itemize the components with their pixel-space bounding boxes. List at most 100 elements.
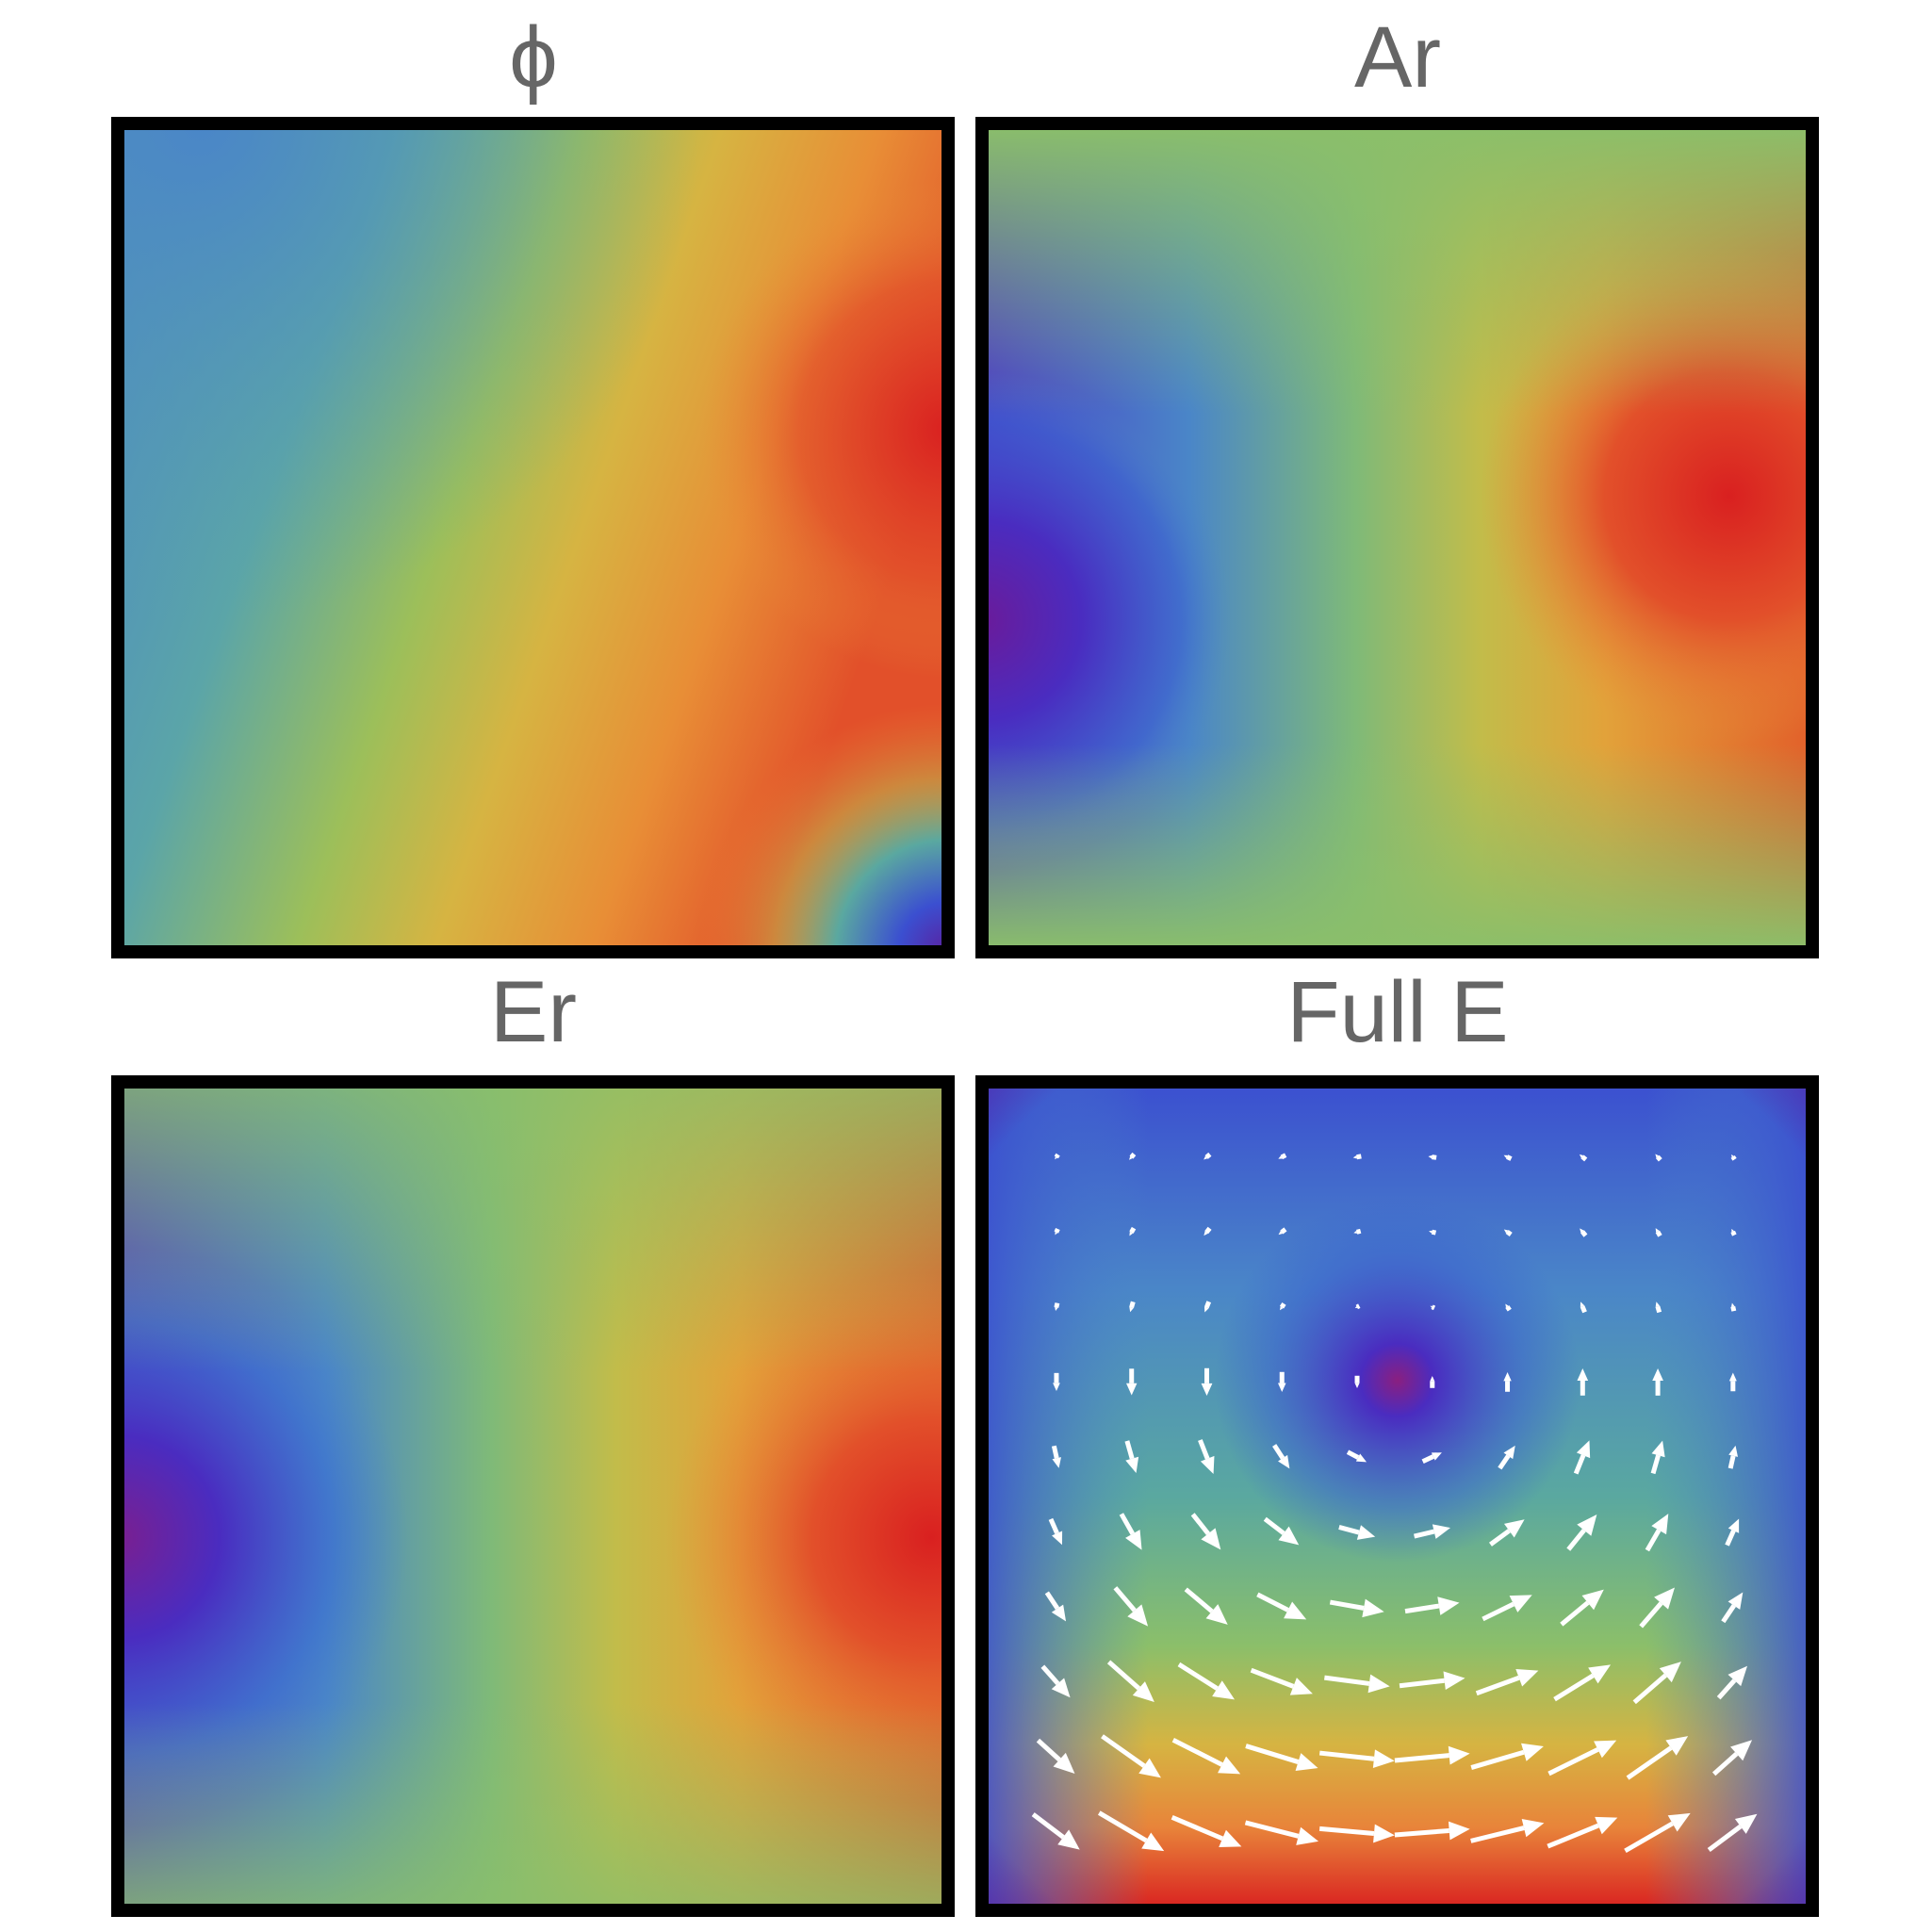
arrow-head bbox=[1594, 1740, 1617, 1759]
arrow-head bbox=[1579, 1154, 1584, 1158]
arrow-head bbox=[1129, 1231, 1134, 1236]
arrow-shaft bbox=[1639, 1601, 1663, 1629]
arrow-shaft bbox=[1355, 1303, 1361, 1310]
arrow-head bbox=[1580, 1302, 1585, 1308]
arrow-head bbox=[1577, 1514, 1597, 1536]
arrow-shaft bbox=[1553, 1673, 1595, 1702]
arrow-head bbox=[1734, 1813, 1758, 1834]
arrow-shaft bbox=[1730, 1155, 1737, 1161]
arrow-shaft bbox=[1044, 1591, 1060, 1611]
arrow-head bbox=[1521, 1743, 1544, 1761]
arrow-head bbox=[1125, 1530, 1142, 1550]
arrow-head bbox=[1278, 1155, 1283, 1159]
arrow-head bbox=[1352, 1154, 1357, 1159]
arrow-head bbox=[1431, 1452, 1442, 1461]
arrow-head bbox=[1667, 1812, 1691, 1832]
arrow-shaft bbox=[1404, 1603, 1440, 1614]
arrow-head bbox=[1200, 1455, 1215, 1474]
arrow-shaft bbox=[1040, 1664, 1060, 1686]
arrow-shaft bbox=[1632, 1673, 1667, 1705]
er-map bbox=[111, 1075, 955, 1917]
arrow-head bbox=[1430, 1376, 1435, 1382]
arrow-shaft bbox=[1184, 1587, 1214, 1613]
arrow-shaft bbox=[1124, 1440, 1135, 1460]
arrow-head bbox=[1125, 1456, 1139, 1474]
arrow-shaft bbox=[1171, 1815, 1224, 1842]
arrow-shaft bbox=[1506, 1154, 1513, 1161]
arrow-head bbox=[1278, 1231, 1284, 1236]
arrow-shaft bbox=[1711, 1752, 1739, 1776]
arrow-shaft bbox=[1356, 1154, 1362, 1160]
arrow-head bbox=[1503, 1519, 1525, 1538]
arrow-shaft bbox=[1580, 1230, 1588, 1237]
arrow-head bbox=[1728, 1372, 1737, 1382]
arrow-head bbox=[1731, 1154, 1734, 1158]
arrow-head bbox=[1654, 1587, 1675, 1610]
arrow-shaft bbox=[1250, 1667, 1295, 1689]
arrow-shaft bbox=[1051, 1445, 1059, 1459]
arrow-head bbox=[1277, 1383, 1286, 1393]
arrow-head bbox=[1727, 1665, 1748, 1687]
arrow-head bbox=[1727, 1518, 1740, 1533]
arrow-shaft bbox=[1431, 1154, 1437, 1160]
arrow-shaft bbox=[1707, 1824, 1743, 1852]
arrow-shaft bbox=[1580, 1305, 1587, 1314]
arrow-head bbox=[1127, 1604, 1149, 1627]
arrow-head bbox=[1212, 1680, 1236, 1700]
arrow-head bbox=[1728, 1445, 1739, 1457]
arrow-head bbox=[1652, 1367, 1663, 1381]
panel-title: ϕ bbox=[509, 9, 558, 106]
arrow-shaft bbox=[1190, 1513, 1210, 1535]
arrow-shaft bbox=[1263, 1516, 1285, 1535]
arrow-shaft bbox=[1655, 1305, 1662, 1314]
arrow-head bbox=[1509, 1595, 1532, 1613]
arrow-head bbox=[1055, 1156, 1057, 1160]
arrow-head bbox=[1354, 1383, 1360, 1389]
arrow-head bbox=[1203, 1306, 1209, 1313]
arrow-head bbox=[1731, 1228, 1735, 1233]
arrow-head bbox=[1429, 1230, 1433, 1234]
arrow-shaft bbox=[1324, 1675, 1370, 1686]
arrow-shaft bbox=[1129, 1226, 1137, 1234]
arrow-head bbox=[1655, 1154, 1660, 1158]
arrow-head bbox=[1428, 1154, 1433, 1159]
arrow-head bbox=[1219, 1829, 1242, 1848]
arrow-shaft bbox=[1279, 1302, 1286, 1309]
arrow-head bbox=[1595, 1816, 1618, 1835]
arrow-head bbox=[1129, 1155, 1133, 1160]
arrow-shaft bbox=[1203, 1301, 1212, 1309]
arrow-head bbox=[1138, 1758, 1161, 1778]
arrow-head bbox=[1437, 1596, 1460, 1615]
arrow-shaft bbox=[1414, 1529, 1435, 1539]
arrow-head bbox=[1055, 1231, 1058, 1236]
arrow-head bbox=[1051, 1604, 1067, 1622]
arrow-head bbox=[1051, 1678, 1071, 1698]
arrow-shaft bbox=[1036, 1738, 1061, 1762]
vector-arrows bbox=[1031, 1152, 1758, 1854]
arrow-shaft bbox=[1356, 1228, 1362, 1235]
arrow-head bbox=[1295, 1753, 1318, 1772]
arrow-shaft bbox=[1730, 1230, 1737, 1236]
arrow-head bbox=[1655, 1302, 1661, 1307]
arrow-shaft bbox=[1566, 1529, 1586, 1551]
arrow-shaft bbox=[1730, 1305, 1737, 1312]
ar-map bbox=[975, 117, 1819, 958]
arrow-shaft bbox=[1470, 1826, 1525, 1843]
arrow-head bbox=[1354, 1306, 1358, 1309]
arrow-shaft bbox=[1280, 1153, 1287, 1160]
arrow-shaft bbox=[1431, 1304, 1436, 1311]
arrow-head bbox=[1515, 1668, 1539, 1687]
arrow-head bbox=[1503, 1445, 1515, 1460]
arrow-shaft bbox=[1547, 1747, 1599, 1776]
arrow-shaft bbox=[1626, 1745, 1673, 1780]
arrow-head bbox=[1205, 1604, 1228, 1625]
arrow-head bbox=[1448, 1745, 1470, 1765]
arrow-head bbox=[1651, 1440, 1665, 1458]
arrow-head bbox=[1356, 1525, 1376, 1540]
arrow-head bbox=[1367, 1674, 1390, 1694]
arrow-shaft bbox=[1204, 1226, 1212, 1235]
arrow-head bbox=[1055, 1306, 1058, 1312]
panel-title: Er bbox=[490, 964, 577, 1060]
arrow-shaft bbox=[1727, 1455, 1736, 1469]
arrow-head bbox=[1577, 1368, 1589, 1381]
